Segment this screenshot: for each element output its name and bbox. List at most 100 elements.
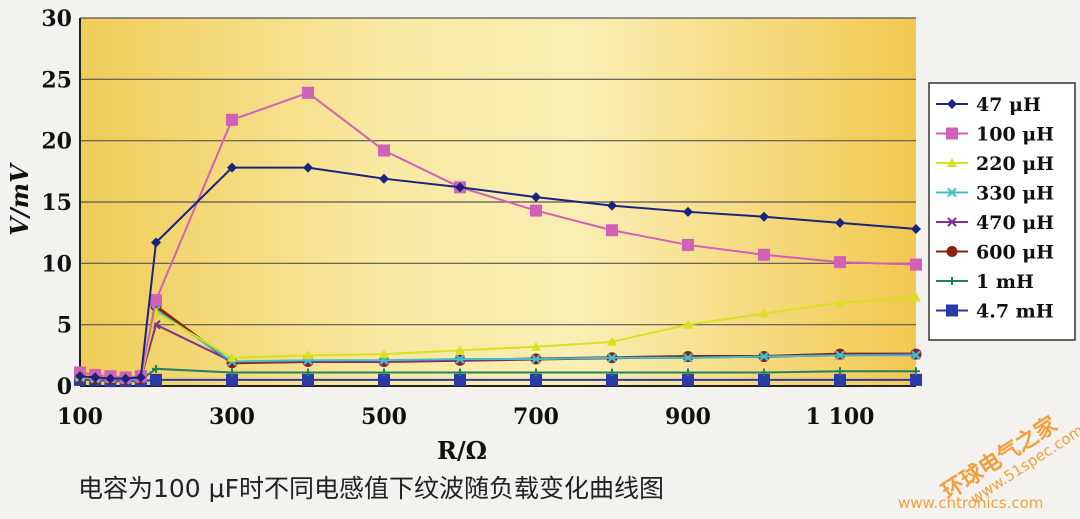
data-point bbox=[150, 294, 162, 307]
data-point bbox=[135, 372, 146, 383]
data-point bbox=[531, 354, 541, 364]
data-point bbox=[531, 192, 541, 203]
data-point bbox=[835, 350, 845, 361]
legend-item: 220 μH bbox=[936, 153, 1054, 175]
legend-item: 100 μH bbox=[936, 124, 1054, 146]
legend-label: 4.7 mH bbox=[976, 301, 1054, 323]
data-point bbox=[682, 238, 694, 251]
data-point bbox=[759, 308, 769, 318]
legend-label: 470 μH bbox=[976, 212, 1054, 234]
data-point bbox=[530, 373, 542, 386]
data-point bbox=[684, 368, 692, 377]
legend-label: 330 μH bbox=[976, 183, 1054, 205]
data-point bbox=[455, 354, 465, 364]
data-point bbox=[835, 217, 845, 228]
data-point bbox=[226, 113, 238, 126]
data-point bbox=[302, 373, 314, 386]
data-point bbox=[911, 350, 921, 361]
data-point bbox=[304, 368, 312, 377]
data-point bbox=[379, 349, 389, 359]
legend: 47 μH 100 μH 220 μH 330 μH 470 μH 600 μH 1 mH 4… bbox=[936, 94, 1054, 323]
y-tick-label: 25 bbox=[41, 67, 72, 93]
data-point bbox=[150, 373, 162, 386]
data-point bbox=[531, 341, 541, 351]
series-47-μH bbox=[75, 162, 921, 384]
data-point bbox=[947, 158, 957, 167]
y-tick-label: 5 bbox=[57, 313, 72, 339]
data-point bbox=[911, 292, 921, 302]
data-point bbox=[302, 86, 314, 99]
y-tick-label: 20 bbox=[41, 129, 72, 155]
x-tick-label: 300 bbox=[209, 404, 255, 430]
data-point bbox=[607, 200, 617, 211]
data-point bbox=[454, 373, 466, 386]
data-point bbox=[607, 353, 617, 363]
legend-box bbox=[928, 82, 1076, 341]
data-point bbox=[946, 127, 958, 140]
legend-label: 100 μH bbox=[976, 124, 1054, 146]
data-point bbox=[75, 371, 85, 382]
data-point bbox=[947, 187, 957, 198]
legend-label: 47 μH bbox=[976, 94, 1041, 116]
data-point bbox=[455, 345, 465, 355]
data-point bbox=[682, 373, 694, 386]
data-point bbox=[912, 367, 920, 376]
data-point bbox=[105, 373, 116, 384]
data-point bbox=[910, 373, 922, 386]
data-point bbox=[946, 304, 958, 317]
data-point bbox=[378, 373, 390, 386]
x-tick-label: 500 bbox=[361, 404, 407, 430]
legend-item: 330 μH bbox=[936, 183, 1054, 205]
data-point bbox=[532, 368, 540, 377]
legend-item: 4.7 mH bbox=[936, 301, 1054, 323]
y-tick-label: 15 bbox=[41, 190, 72, 216]
x-tick-label: 700 bbox=[513, 404, 559, 430]
data-point bbox=[151, 237, 161, 248]
watermark-url-secondary: www.cntronics.com bbox=[898, 494, 1043, 512]
data-point bbox=[834, 373, 846, 386]
data-point bbox=[683, 206, 693, 217]
x-axis-title: R/Ω bbox=[437, 436, 487, 465]
data-point bbox=[910, 258, 922, 271]
y-axis-ticks: 0 5 10 15 20 25 30 bbox=[41, 6, 72, 400]
legend-label: 600 μH bbox=[976, 242, 1054, 264]
data-point bbox=[228, 368, 236, 377]
data-point bbox=[836, 367, 844, 376]
data-point bbox=[759, 351, 769, 362]
data-point bbox=[608, 368, 616, 377]
data-point bbox=[946, 246, 958, 257]
y-axis-title: V/mV bbox=[5, 162, 34, 236]
data-point bbox=[947, 217, 957, 227]
data-point bbox=[455, 182, 465, 193]
data-point bbox=[152, 364, 160, 373]
x-tick-label: 100 bbox=[57, 404, 103, 430]
data-point bbox=[948, 277, 956, 285]
y-tick-label: 30 bbox=[41, 6, 72, 32]
data-point bbox=[530, 204, 542, 217]
data-point bbox=[226, 373, 238, 386]
data-point bbox=[303, 350, 313, 360]
data-point bbox=[456, 368, 464, 377]
data-point bbox=[834, 256, 846, 269]
series-line bbox=[79, 91, 917, 379]
data-point bbox=[947, 99, 957, 109]
data-point bbox=[683, 319, 693, 329]
x-tick-label: 900 bbox=[665, 404, 711, 430]
x-axis-ticks: 100 300 500 700 900 1 100 bbox=[57, 404, 874, 430]
data-point bbox=[379, 173, 389, 184]
data-point bbox=[683, 353, 693, 363]
data-point bbox=[911, 223, 921, 234]
data-point bbox=[378, 144, 390, 157]
data-point bbox=[759, 211, 769, 222]
x-tick-label: 1 100 bbox=[806, 404, 875, 430]
data-point bbox=[227, 352, 237, 362]
y-tick-label: 10 bbox=[41, 251, 72, 277]
y-tick-label: 0 bbox=[57, 374, 72, 400]
data-point bbox=[760, 368, 768, 377]
series-layer bbox=[74, 86, 922, 388]
grid-lines bbox=[79, 17, 916, 387]
data-point bbox=[303, 162, 313, 173]
data-point bbox=[380, 368, 388, 377]
data-point bbox=[606, 373, 618, 386]
